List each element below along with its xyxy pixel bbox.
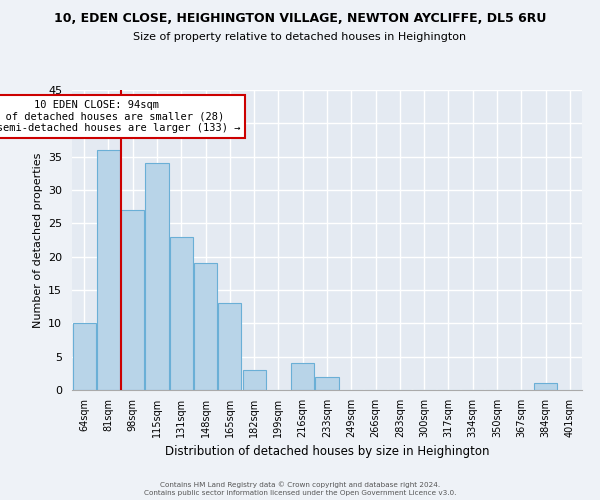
Bar [73, 324, 95, 390]
Bar [145, 164, 169, 390]
Bar [97, 150, 120, 390]
X-axis label: Distribution of detached houses by size in Heighington: Distribution of detached houses by size … [165, 445, 489, 458]
Bar [194, 264, 217, 390]
Text: 10 EDEN CLOSE: 94sqm
← 16% of detached houses are smaller (28)
78% of semi-detac: 10 EDEN CLOSE: 94sqm ← 16% of detached h… [0, 100, 240, 133]
Text: Contains public sector information licensed under the Open Government Licence v3: Contains public sector information licen… [144, 490, 456, 496]
Bar [291, 364, 314, 390]
Bar [170, 236, 193, 390]
Text: Contains HM Land Registry data © Crown copyright and database right 2024.: Contains HM Land Registry data © Crown c… [160, 481, 440, 488]
Text: Size of property relative to detached houses in Heighington: Size of property relative to detached ho… [133, 32, 467, 42]
Text: 10, EDEN CLOSE, HEIGHINGTON VILLAGE, NEWTON AYCLIFFE, DL5 6RU: 10, EDEN CLOSE, HEIGHINGTON VILLAGE, NEW… [54, 12, 546, 26]
Bar [121, 210, 144, 390]
Bar [534, 384, 557, 390]
Bar [316, 376, 338, 390]
Bar [242, 370, 266, 390]
Bar [218, 304, 241, 390]
Y-axis label: Number of detached properties: Number of detached properties [32, 152, 43, 328]
